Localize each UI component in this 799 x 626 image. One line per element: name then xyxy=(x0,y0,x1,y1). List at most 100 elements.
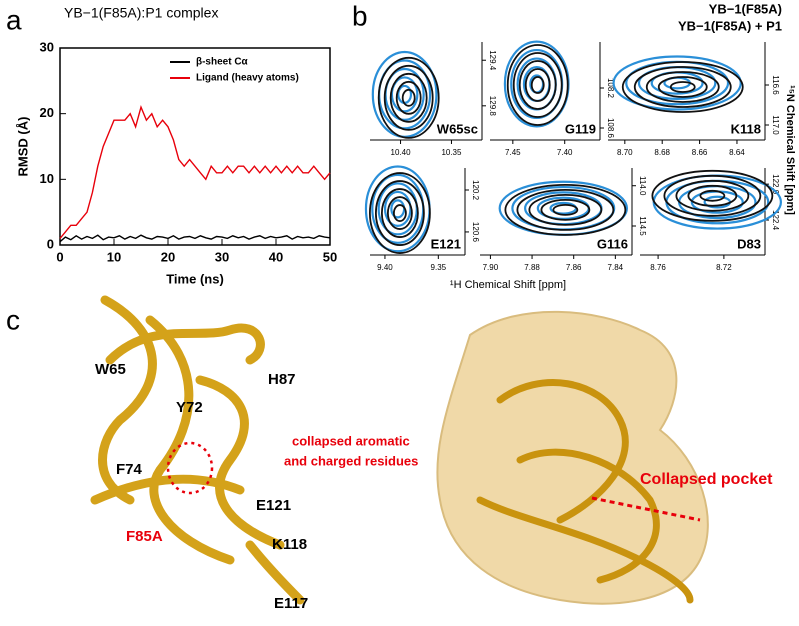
x-tick-label: 9.35 xyxy=(431,263,447,272)
collapse-circle xyxy=(166,441,214,495)
y-tick-label: 108.2 xyxy=(606,78,615,99)
residue-label: E121 xyxy=(256,497,291,514)
x-tick-label: 8.66 xyxy=(692,148,708,157)
peak-label: G119 xyxy=(565,121,596,136)
legend-entry: YB−1(F85A) + P1 xyxy=(678,18,782,33)
legend-entry: Ligand (heavy atoms) xyxy=(196,73,299,84)
contour xyxy=(699,189,726,202)
contour xyxy=(397,84,413,104)
peak xyxy=(377,56,440,139)
x-axis-title: ¹H Chemical Shift [ppm] xyxy=(450,279,566,291)
peak-label: D83 xyxy=(737,236,761,251)
panel-label: c xyxy=(6,304,20,335)
contour xyxy=(540,198,591,221)
chart-title: YB−1(F85A):P1 complex xyxy=(64,5,218,21)
contour xyxy=(524,68,551,102)
y-tick-label: 116.6 xyxy=(771,75,780,95)
y-tick-label: 129.4 xyxy=(488,50,497,71)
data-line xyxy=(59,234,331,243)
y-tick-label: 122.4 xyxy=(771,210,780,231)
note: collapsed aromatic xyxy=(292,433,410,448)
x-tick-label: 9.40 xyxy=(377,263,393,272)
peak xyxy=(621,61,744,113)
note: and charged residues xyxy=(284,453,418,468)
x-tick-label: 8.70 xyxy=(617,148,633,157)
y-tick-label: 10 xyxy=(40,171,54,186)
peak-label: W65sc xyxy=(437,121,478,136)
x-tick-label: 40 xyxy=(269,249,283,264)
contour xyxy=(669,81,696,93)
peak xyxy=(651,169,774,222)
x-tick-label: 8.76 xyxy=(650,263,666,272)
contour xyxy=(651,169,774,222)
panel-label: b xyxy=(352,0,368,31)
peak-label: G116 xyxy=(597,236,628,251)
x-tick-label: 20 xyxy=(161,249,175,264)
data-line xyxy=(59,104,331,239)
y-tick-label: 114.0 xyxy=(638,176,647,196)
x-axis-title: Time (ns) xyxy=(166,271,224,286)
y-axis-title: RMSD (Å) xyxy=(15,117,30,177)
peak-label: E121 xyxy=(431,236,461,251)
x-tick-label: 7.45 xyxy=(505,148,521,157)
x-tick-label: 7.86 xyxy=(566,263,582,272)
x-tick-label: 7.90 xyxy=(483,263,499,272)
contour xyxy=(389,72,428,123)
x-tick-label: 30 xyxy=(215,249,229,264)
legend-entry: β-sheet Cα xyxy=(196,57,249,68)
contour xyxy=(386,196,413,230)
y-axis-title: ¹⁵N Chemical Shift [ppm] xyxy=(784,85,796,215)
x-tick-label: 10.40 xyxy=(391,148,412,157)
contour xyxy=(383,190,412,227)
contour xyxy=(401,88,416,107)
contour xyxy=(395,80,422,115)
contour xyxy=(621,61,744,113)
x-tick-label: 50 xyxy=(323,249,337,264)
pocket-label: Collapsed pocket xyxy=(640,471,773,488)
contour xyxy=(377,56,440,139)
contour xyxy=(657,76,708,98)
residue-label: F74 xyxy=(116,461,143,478)
x-tick-label: 8.68 xyxy=(654,148,670,157)
y-tick-label: 129.8 xyxy=(488,96,497,117)
x-tick-label: 10.35 xyxy=(441,148,462,157)
contour xyxy=(368,172,431,254)
contour xyxy=(383,64,434,131)
y-tick-label: 117.0 xyxy=(771,115,780,135)
y-tick-label: 30 xyxy=(40,39,54,54)
pocket-line xyxy=(591,496,701,522)
peak xyxy=(504,183,627,236)
contour xyxy=(552,203,579,216)
x-tick-label: 8.72 xyxy=(716,263,732,272)
contour xyxy=(612,55,742,111)
contour xyxy=(390,76,419,113)
x-tick-label: 7.40 xyxy=(557,148,573,157)
contour xyxy=(380,188,419,238)
y-tick-label: 0 xyxy=(47,236,54,251)
contour xyxy=(518,60,557,110)
contour xyxy=(675,179,750,212)
y-tick-label: 114.5 xyxy=(638,216,647,236)
protein-ribbon xyxy=(90,295,305,605)
residue-label: K118 xyxy=(272,536,307,553)
contour xyxy=(506,44,569,126)
residue-label: H87 xyxy=(268,371,296,388)
x-tick-label: 7.84 xyxy=(608,263,624,272)
contour xyxy=(504,183,627,236)
contour xyxy=(530,76,545,94)
y-tick-label: 108.6 xyxy=(606,118,615,139)
peak xyxy=(368,172,431,254)
mutation-label: F85A xyxy=(126,528,163,545)
panel-label: a xyxy=(6,4,22,35)
residue-label: E117 xyxy=(274,595,308,612)
peak-label: K118 xyxy=(731,121,761,136)
contour xyxy=(663,174,762,217)
contour xyxy=(374,180,425,246)
contour xyxy=(512,52,563,118)
plot-frame xyxy=(59,47,331,246)
x-tick-label: 7.88 xyxy=(524,263,540,272)
contour xyxy=(687,184,738,207)
x-tick-label: 10 xyxy=(107,249,121,264)
y-tick-label: 120.2 xyxy=(471,180,480,201)
